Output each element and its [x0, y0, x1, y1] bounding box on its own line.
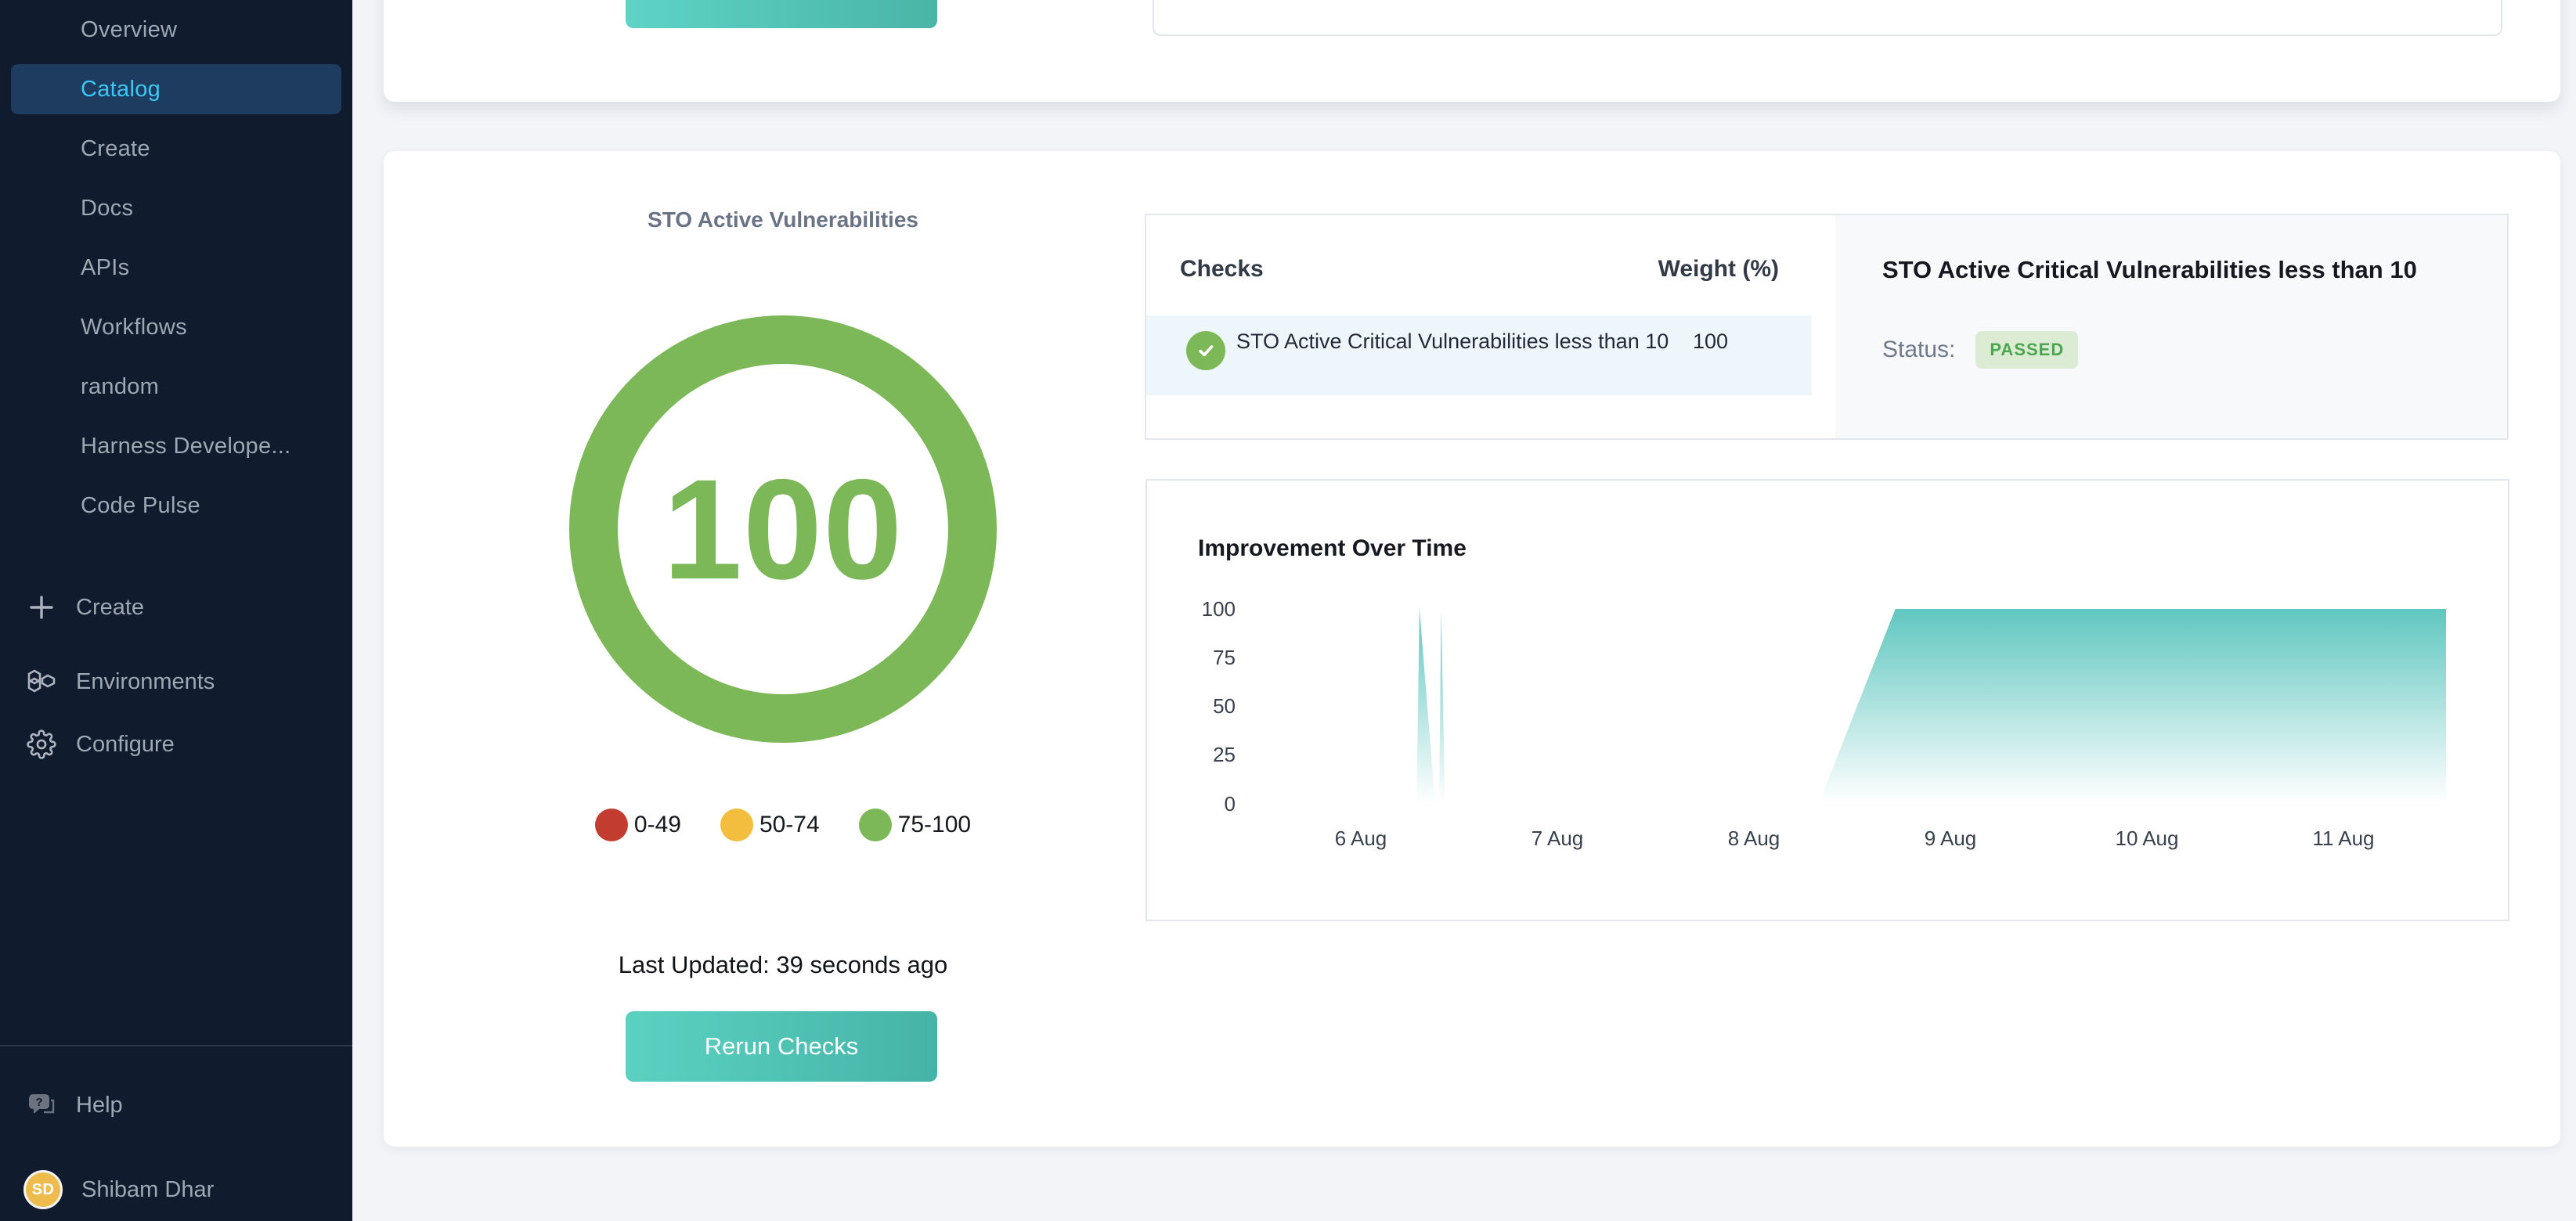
chart-title: Improvement Over Time	[1198, 535, 1467, 561]
sidebar-action-create[interactable]: Create	[0, 576, 352, 639]
status-label: Status:	[1882, 337, 1956, 362]
score-value: 100	[662, 449, 904, 609]
sidebar-action-label: Configure	[76, 731, 175, 757]
y-axis-tick: 75	[1213, 646, 1236, 669]
sidebar-item-overview[interactable]: Overview	[0, 0, 352, 59]
environments-icon	[26, 666, 57, 697]
legend-dot-green	[858, 809, 892, 841]
legend-dot-yellow	[720, 809, 753, 841]
sidebar: Overview Catalog Create Docs APIs Workfl…	[0, 0, 352, 1221]
x-axis-tick: 8 Aug	[1727, 827, 1780, 850]
sidebar-item-code-pulse[interactable]: Code Pulse	[0, 476, 352, 535]
check-passed-icon	[1186, 331, 1225, 370]
sidebar-item-label: APIs	[81, 254, 130, 280]
improvement-area-chart	[1262, 609, 2446, 804]
sidebar-item-random[interactable]: random	[0, 357, 352, 416]
plus-icon	[26, 592, 57, 623]
sidebar-item-label: random	[81, 373, 160, 399]
x-axis-tick: 7 Aug	[1531, 827, 1584, 850]
y-axis-tick: 0	[1224, 792, 1236, 816]
y-axis-tick: 100	[1201, 597, 1236, 621]
avatar: SD	[23, 1170, 63, 1209]
sidebar-action-label: Environments	[76, 668, 215, 694]
weight-column-header: Weight (%)	[1658, 256, 1779, 282]
legend-label: 75-100	[897, 812, 972, 837]
legend-dot-red	[594, 809, 628, 841]
status-row: Status: PASSED	[1882, 331, 2079, 369]
checks-column-header: Checks	[1180, 256, 1264, 282]
previous-scorecard-card	[384, 0, 2560, 102]
sidebar-item-label: Docs	[81, 195, 134, 221]
rerun-checks-button[interactable]: Rerun Checks	[626, 1011, 937, 1082]
sidebar-item-harness-developer[interactable]: Harness Develope...	[0, 416, 352, 476]
legend-item-medium: 50-74	[720, 809, 820, 841]
legend-item-low: 0-49	[594, 809, 681, 841]
scorecard-title: STO Active Vulnerabilities	[648, 207, 918, 232]
previous-checks-panel	[1153, 0, 2502, 36]
sidebar-item-create[interactable]: Create	[0, 119, 352, 178]
sidebar-item-apis[interactable]: APIs	[0, 238, 352, 297]
x-axis-tick: 9 Aug	[1924, 827, 1977, 850]
score-gauge: 100	[569, 315, 997, 743]
sidebar-action-configure[interactable]: Configure	[0, 713, 352, 776]
gear-icon	[26, 729, 57, 760]
last-updated-text: Last Updated: 39 seconds ago	[618, 951, 948, 978]
sidebar-item-label: Code Pulse	[81, 492, 200, 518]
check-weight-value: 100	[1693, 330, 1729, 353]
improvement-chart-card: Improvement Over Time 100 75 50 25 0 6 A…	[1145, 479, 2509, 921]
sidebar-action-label: Create	[76, 594, 145, 620]
sidebar-item-label: Workflows	[81, 314, 187, 340]
sidebar-item-docs[interactable]: Docs	[0, 178, 352, 238]
sidebar-item-workflows[interactable]: Workflows	[0, 297, 352, 357]
sidebar-action-environments[interactable]: Environments	[0, 650, 352, 713]
check-name: STO Active Critical Vulnerabilities less…	[1236, 330, 1669, 353]
user-name: Shibam Dhar	[81, 1176, 215, 1202]
help-chat-icon: ?	[26, 1090, 57, 1121]
scorecard-card: STO Active Vulnerabilities 100 0-49 50-7…	[384, 151, 2560, 1147]
sidebar-item-label: Catalog	[81, 76, 161, 102]
user-menu[interactable]: SD Shibam Dhar	[0, 1160, 352, 1219]
sidebar-item-label: Overview	[81, 16, 178, 42]
check-detail-panel: STO Active Critical Vulnerabilities less…	[1835, 215, 2507, 438]
sidebar-help[interactable]: ? Help	[0, 1074, 352, 1136]
check-detail-title: STO Active Critical Vulnerabilities less…	[1882, 256, 2417, 283]
sidebar-item-label: Harness Develope...	[81, 433, 291, 459]
check-table-row[interactable]: STO Active Critical Vulnerabilities less…	[1146, 315, 1812, 395]
sidebar-help-label: Help	[76, 1092, 123, 1118]
x-axis-tick: 10 Aug	[2115, 827, 2179, 850]
svg-text:?: ?	[35, 1096, 42, 1109]
legend-label: 0-49	[633, 812, 681, 837]
x-axis-tick: 11 Aug	[2312, 827, 2375, 850]
y-axis-tick: 25	[1213, 743, 1236, 766]
rerun-checks-button-partial[interactable]	[626, 0, 937, 28]
checks-table: Checks Weight (%) STO Active Critical Vu…	[1146, 215, 1835, 438]
score-legend: 0-49 50-74 75-100	[431, 809, 1135, 841]
sidebar-item-label: Create	[81, 135, 150, 161]
x-axis-tick: 6 Aug	[1334, 827, 1387, 850]
legend-item-high: 75-100	[858, 809, 972, 841]
y-axis-tick: 50	[1213, 694, 1236, 718]
sidebar-nav: Overview Catalog Create Docs APIs Workfl…	[0, 0, 352, 535]
status-badge: PASSED	[1975, 331, 2079, 369]
sidebar-divider	[0, 1045, 352, 1046]
checks-detail-panel: Checks Weight (%) STO Active Critical Vu…	[1145, 214, 2509, 440]
legend-label: 50-74	[759, 812, 820, 837]
avatar-initials: SD	[31, 1180, 55, 1198]
sidebar-item-catalog[interactable]: Catalog	[11, 64, 341, 114]
